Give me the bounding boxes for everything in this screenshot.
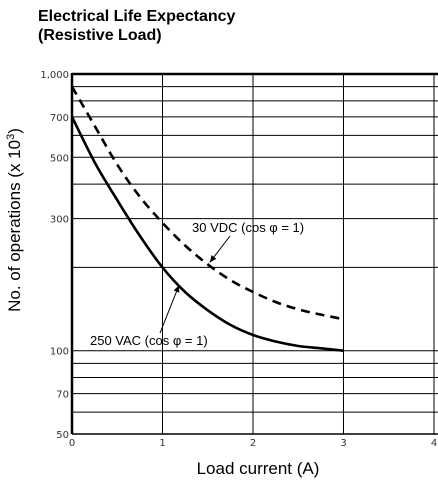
y-tick-label: 700 <box>50 113 69 124</box>
y-tick-label: 500 <box>50 153 69 164</box>
x-tick-label: 3 <box>340 438 346 449</box>
x-tick-label: 1 <box>159 438 165 449</box>
grid <box>72 73 438 435</box>
y-tick-label: 300 <box>50 215 69 226</box>
annotations: 30 VDC (cos φ = 1) 250 VAC (cos φ = 1) <box>90 220 304 348</box>
y-axis-title-main: No. of operations (x 10 <box>5 140 24 312</box>
y-tick-label: 50 <box>56 430 69 441</box>
y-tick-label: 100 <box>50 347 69 358</box>
y-axis-title-close: ) <box>5 128 24 134</box>
y-tick-label: 1,000 <box>40 70 69 81</box>
series-lines <box>70 86 344 352</box>
annotation-250vac-arrow <box>159 284 180 334</box>
annotation-250vac: 250 VAC (cos φ = 1) <box>90 333 208 348</box>
x-tick-label: 4 <box>431 438 437 449</box>
annotation-30vdc-arrow <box>209 235 231 263</box>
y-tick-label: 70 <box>56 390 69 401</box>
x-tick-label: 2 <box>250 438 256 449</box>
y-axis-title-superscript: 3 <box>5 134 17 140</box>
y-axis-title: No. of operations (x 103) <box>5 128 24 312</box>
chart-title: Electrical Life Expectancy (Resistive Lo… <box>38 7 235 45</box>
x-axis-title: Load current (A) <box>197 459 320 478</box>
series-line-solid <box>70 116 344 352</box>
tick-labels: 1,000 700 500 300 100 70 500 1 2 3 4 <box>40 70 437 449</box>
axes <box>70 72 438 435</box>
annotation-30vdc: 30 VDC (cos φ = 1) <box>192 220 304 235</box>
chart-title-line-2: (Resistive Load) <box>38 27 162 44</box>
x-tick-label: 0 <box>69 438 75 449</box>
chart-title-line-1: Electrical Life Expectancy <box>38 8 236 25</box>
series-line-dashed <box>70 86 344 321</box>
